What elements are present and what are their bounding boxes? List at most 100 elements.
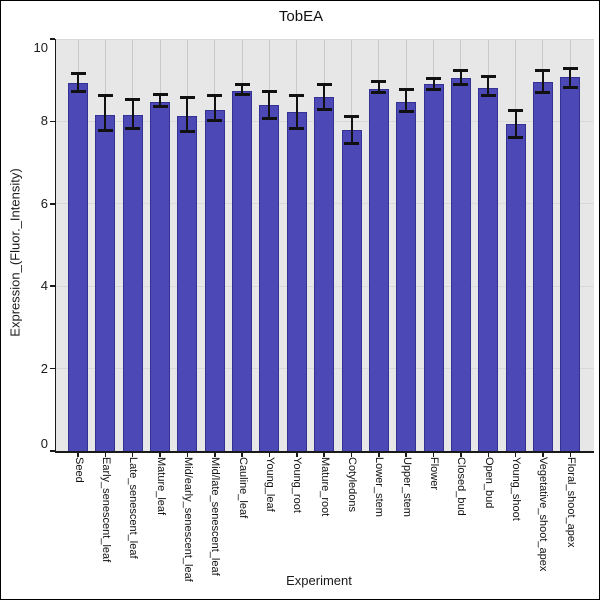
error-bar-cap-top [207,94,223,98]
x-tick-label: Upper_stem [400,457,413,517]
x-tick-label: Mature_root [318,457,331,517]
x-axis-line [55,451,594,453]
x-axis-tick [77,453,79,457]
x-tick-label: Closed_bud [455,457,468,516]
error-bar-cap-bottom [535,91,551,95]
error-bar-line [213,95,216,121]
error-bar-line [541,70,544,93]
error-bar-line [77,73,79,92]
error-bar-cap-top [97,93,113,97]
error-bar-line [405,89,408,112]
gridline-horizontal [56,38,594,40]
y-tick-label: 4 [40,278,48,294]
x-axis-tick [542,453,544,457]
bar [505,123,526,451]
error-bar-cap-bottom [426,88,442,92]
error-bar-cap-bottom [207,119,223,123]
error-bar-cap-top [480,74,496,78]
bar [204,109,225,451]
x-axis-tick [514,453,517,457]
error-bar-cap-bottom [152,105,168,109]
y-axis-tick [50,120,55,123]
bar [232,90,253,451]
x-tick-label: Young_shoot [510,457,523,521]
y-axis-line [54,39,56,453]
bar [532,82,553,451]
error-bar-line [241,84,244,95]
y-axis-tick [50,38,55,40]
error-bar-cap-bottom [70,90,86,94]
bar [286,112,307,451]
y-axis-tick [50,285,55,287]
error-bar-cap-bottom [261,116,277,120]
x-axis-tick [350,453,353,457]
x-axis-tick [104,453,107,457]
x-axis-tick [569,453,572,457]
x-axis-tick [432,453,435,457]
bar [259,105,280,451]
error-bar-line [159,94,162,107]
plot-area [56,38,594,451]
bar [122,115,143,451]
error-bar-cap-bottom [371,91,387,95]
error-bar-line [104,95,107,131]
y-tick-label: 2 [40,360,48,376]
x-axis-tick [268,453,271,457]
error-bar-line [268,91,271,119]
y-tick-label: 10 [33,40,48,55]
x-tick-label: Late_senescent_leaf [127,457,140,559]
error-bar-line [487,76,490,96]
error-bar-cap-bottom [125,127,141,131]
x-axis-title: Experiment [286,573,352,588]
error-bar-cap-top [453,69,469,73]
error-bar-cap-top [508,109,524,113]
x-axis-tick [159,453,161,457]
error-bar-cap-bottom [344,141,359,145]
x-axis-tick [214,453,216,457]
error-bar-line [432,78,435,90]
error-bar-cap-top [125,98,141,102]
error-bar-line [459,70,462,85]
bar [396,101,417,451]
x-tick-label: Mid/late_senescent_leaf [209,457,222,576]
error-bar-cap-top [426,77,442,81]
x-tick-label: Young_root [291,457,304,513]
error-bar-line [186,97,189,132]
error-bar-cap-bottom [398,110,414,114]
error-bar-cap-top [344,114,359,118]
error-bar-cap-top [261,89,277,93]
x-axis-tick [296,453,298,457]
x-tick-label: Young_leaf [263,457,276,512]
x-axis-tick [460,453,462,457]
bar [478,87,499,451]
error-bar-cap-bottom [97,129,113,133]
error-bar-cap-bottom [289,127,305,131]
x-tick-label: Floral_shoot_apex [564,457,577,548]
error-bar-cap-top [152,92,168,96]
y-axis-tick [50,367,55,370]
error-bar-cap-top [535,69,551,73]
x-tick-label: Open_bud [482,457,495,509]
x-axis-tick [378,453,380,457]
error-bar-cap-bottom [179,129,195,133]
bar [150,101,171,451]
bar [68,83,88,451]
error-bar-line [323,84,326,110]
y-tick-label: 8 [40,113,48,129]
bar [314,97,335,451]
error-bar-cap-top [371,79,387,83]
x-tick-label: Cotyledons [346,457,358,513]
error-bar-line [569,68,572,88]
error-bar-line [377,81,380,93]
y-tick-label: 6 [40,195,48,211]
x-tick-label: Seed [72,457,85,483]
bar [95,114,116,451]
error-bar-cap-top [179,96,195,100]
y-axis-tick [50,203,55,205]
error-bar-cap-bottom [453,83,469,87]
x-tick-label: Vegetative_shoot_apex [537,457,550,572]
error-bar-line [295,95,298,129]
bar [560,76,581,451]
error-bar-cap-top [398,88,414,92]
error-bar-cap-top [316,83,332,87]
